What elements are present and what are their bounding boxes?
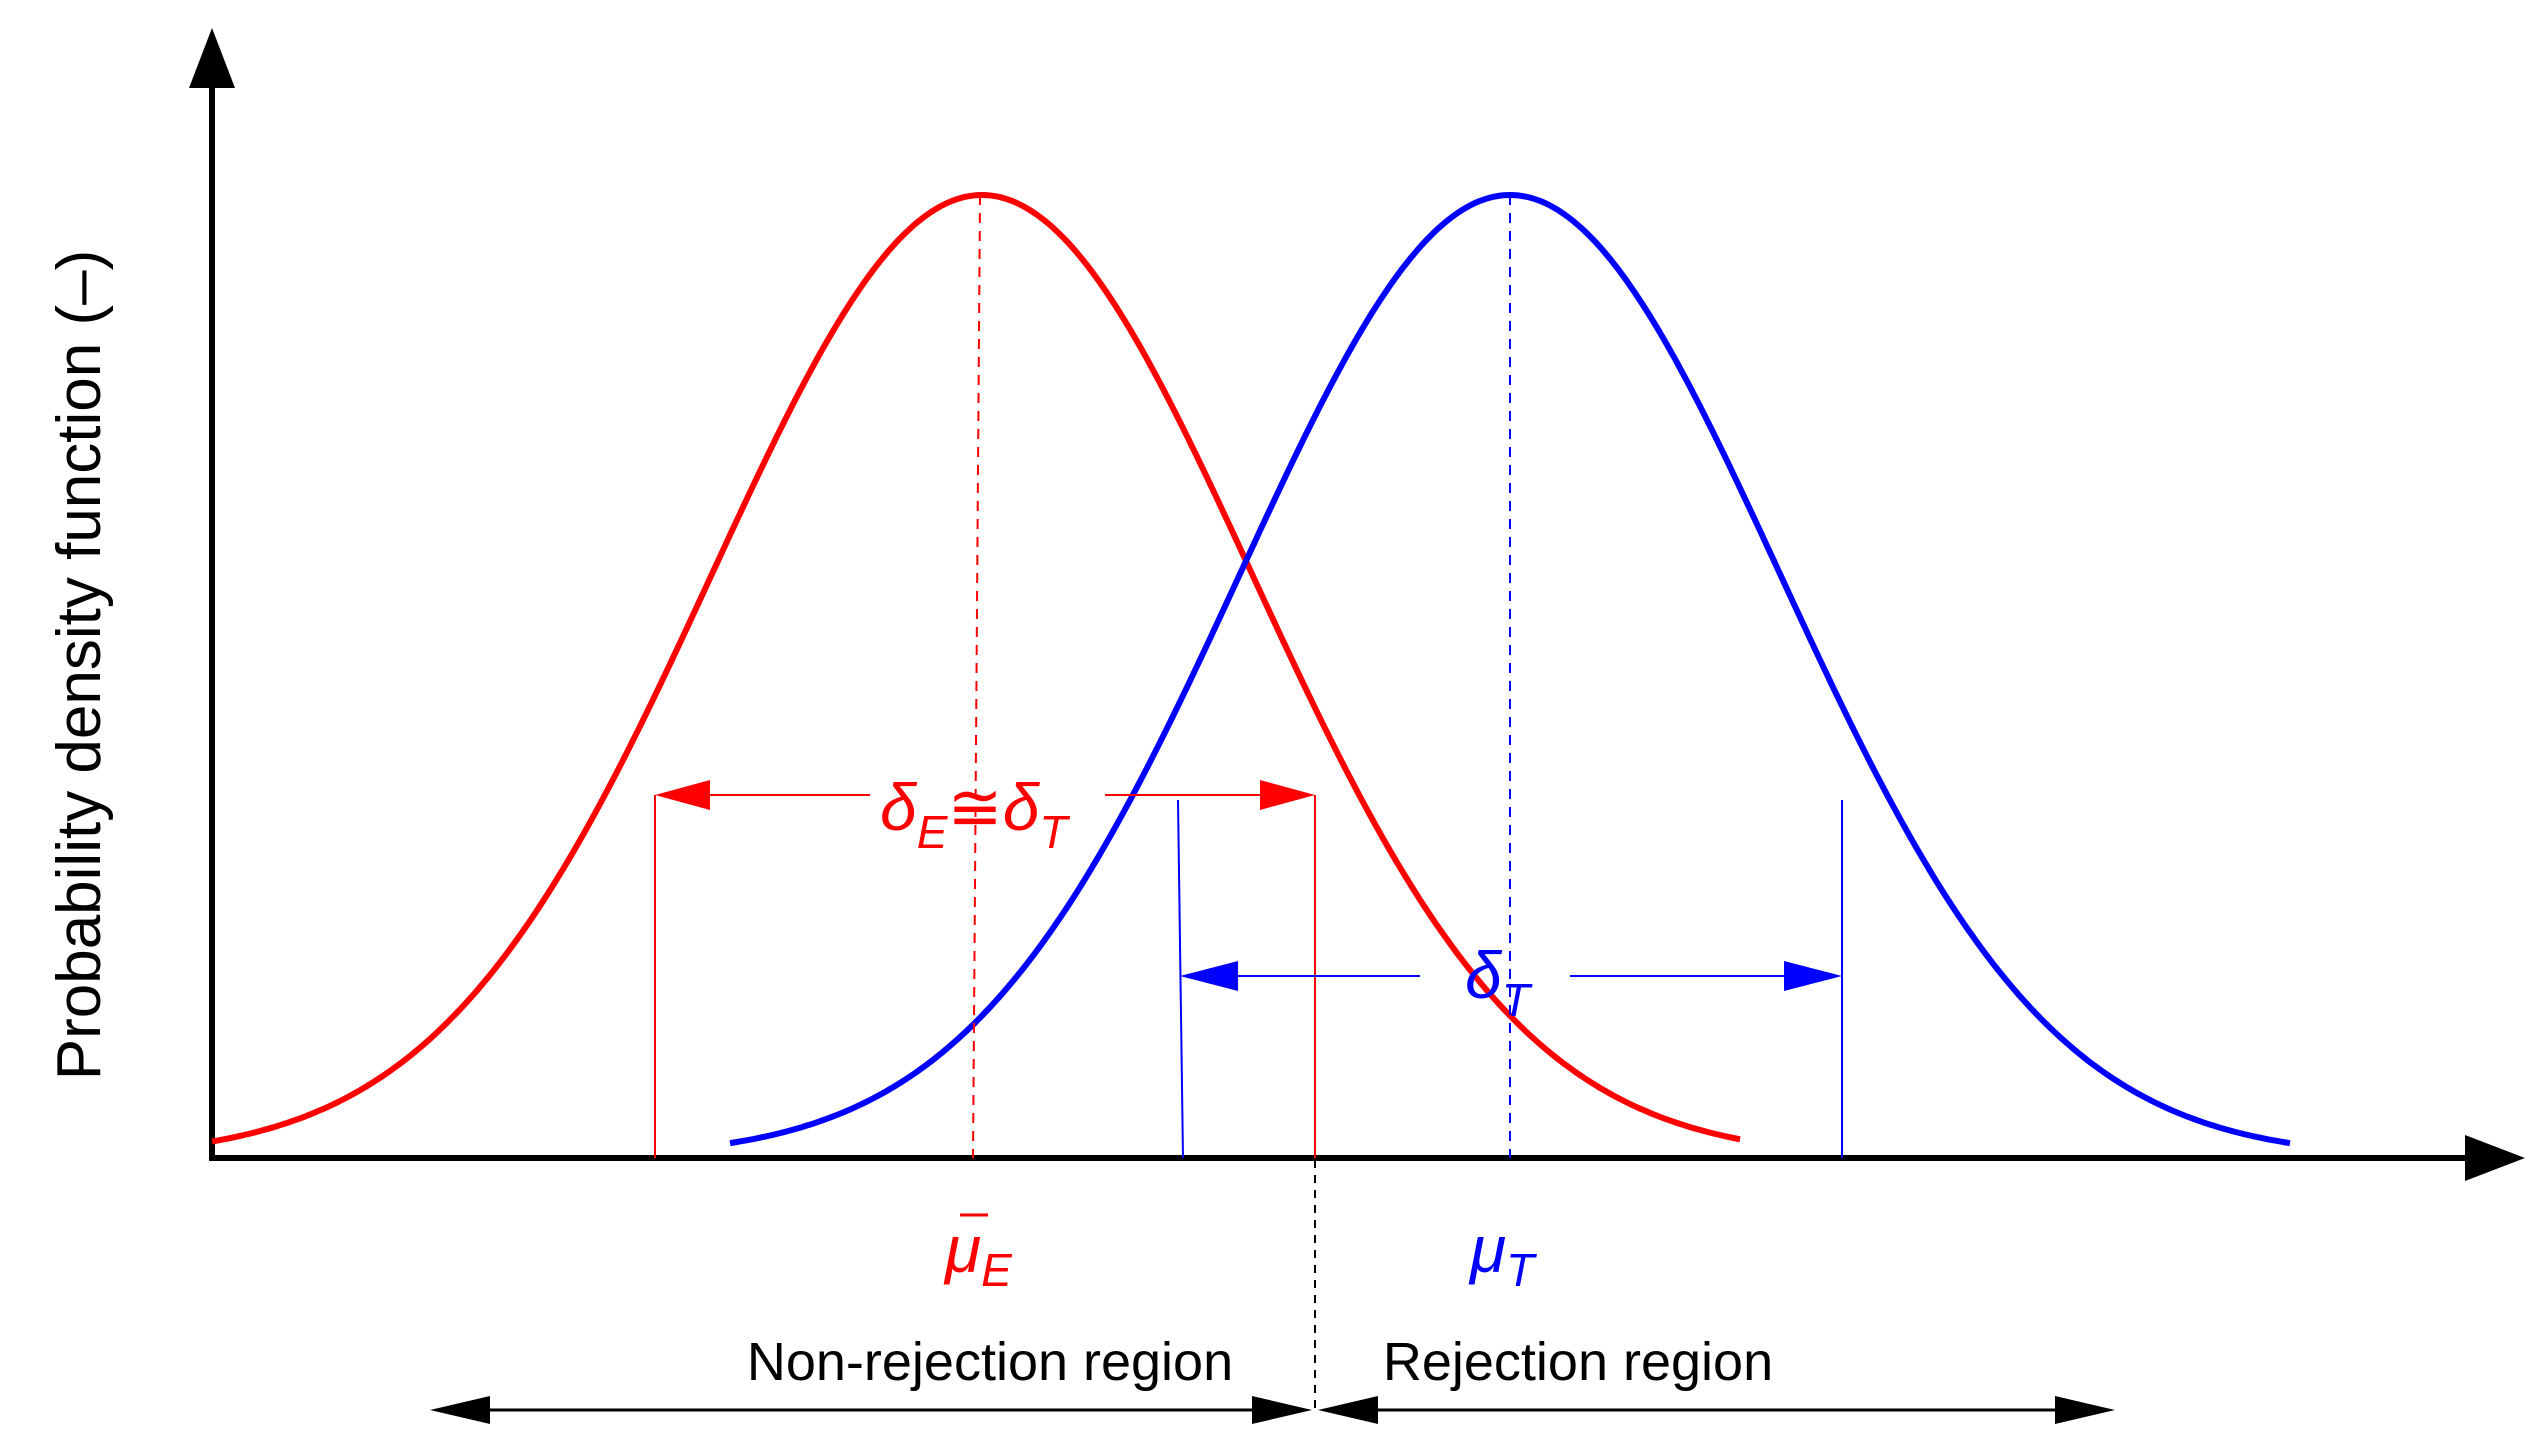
non-rejection-arrowhead-right <box>1252 1396 1312 1424</box>
blue-arrowhead-left <box>1180 961 1238 991</box>
svg-text:μE: μE <box>943 1212 1013 1296</box>
rejection-arrowhead-left <box>1318 1396 1378 1424</box>
delta-e-sub: E <box>917 806 949 858</box>
y-axis-label: Probability density function (–) <box>45 250 114 1081</box>
mu-t-sub: T <box>1506 1244 1537 1296</box>
mu-e-label: μE <box>943 1212 1013 1296</box>
axes <box>189 28 2525 1181</box>
red-mean-dashed-line <box>972 194 981 1159</box>
delta-t-base: δ <box>1003 770 1041 844</box>
non-rejection-arrowhead-left <box>430 1396 490 1424</box>
x-axis-arrowhead <box>2465 1135 2525 1181</box>
red-arrowhead-left <box>655 780 710 810</box>
mu-t-base: μ <box>1468 1212 1506 1286</box>
delta-t-label: δT <box>1465 938 1533 1026</box>
mu-e-base: μ <box>943 1212 981 1286</box>
red-arrowhead-right <box>1260 780 1315 810</box>
rejection-region-label: Rejection region <box>1383 1332 1773 1392</box>
delta-t-blue-sub: T <box>1502 974 1533 1026</box>
blue-left-vertical <box>1177 799 1184 1159</box>
blue-arrowhead-right <box>1784 961 1842 991</box>
delta-e-base: δ <box>880 770 918 844</box>
y-axis-arrowhead <box>189 28 235 88</box>
rejection-arrowhead-right <box>2055 1396 2115 1424</box>
mu-t-label: μT <box>1468 1212 1537 1296</box>
region-arrows <box>430 1396 2115 1424</box>
approx-symbol: ≅ <box>947 770 1002 844</box>
delta-e-approx-delta-t-label: δE≅δT <box>880 770 1070 858</box>
non-rejection-region-label: Non-rejection region <box>747 1332 1233 1392</box>
mu-e-sub: E <box>981 1244 1013 1296</box>
blue-construction <box>1177 195 1843 1159</box>
delta-t-sub: T <box>1039 806 1070 858</box>
delta-t-blue-base: δ <box>1465 938 1503 1012</box>
red-distribution-curve <box>211 192 1741 1145</box>
